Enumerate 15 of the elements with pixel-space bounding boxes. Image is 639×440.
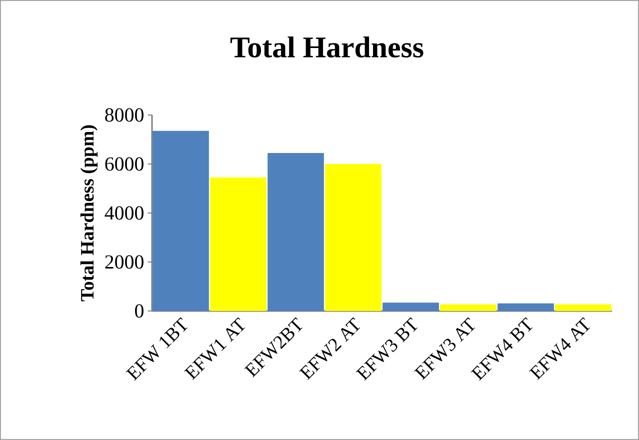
bar [555,304,612,311]
chart-title: Total Hardness [230,36,424,58]
y-tick-label: 0 [135,304,144,318]
bar [440,304,496,311]
y-tick-label: 8000 [105,108,144,122]
y-axis-title: Total Hardness (ppm) [80,125,98,302]
bar [210,177,266,311]
y-tick-label: 4000 [104,206,144,220]
y-tick-label: 2000 [105,255,144,269]
y-tick-label: 6000 [105,157,144,171]
bar [325,164,382,311]
bar [268,152,324,311]
bar [152,130,209,311]
bar [382,302,439,311]
bar [498,303,554,311]
